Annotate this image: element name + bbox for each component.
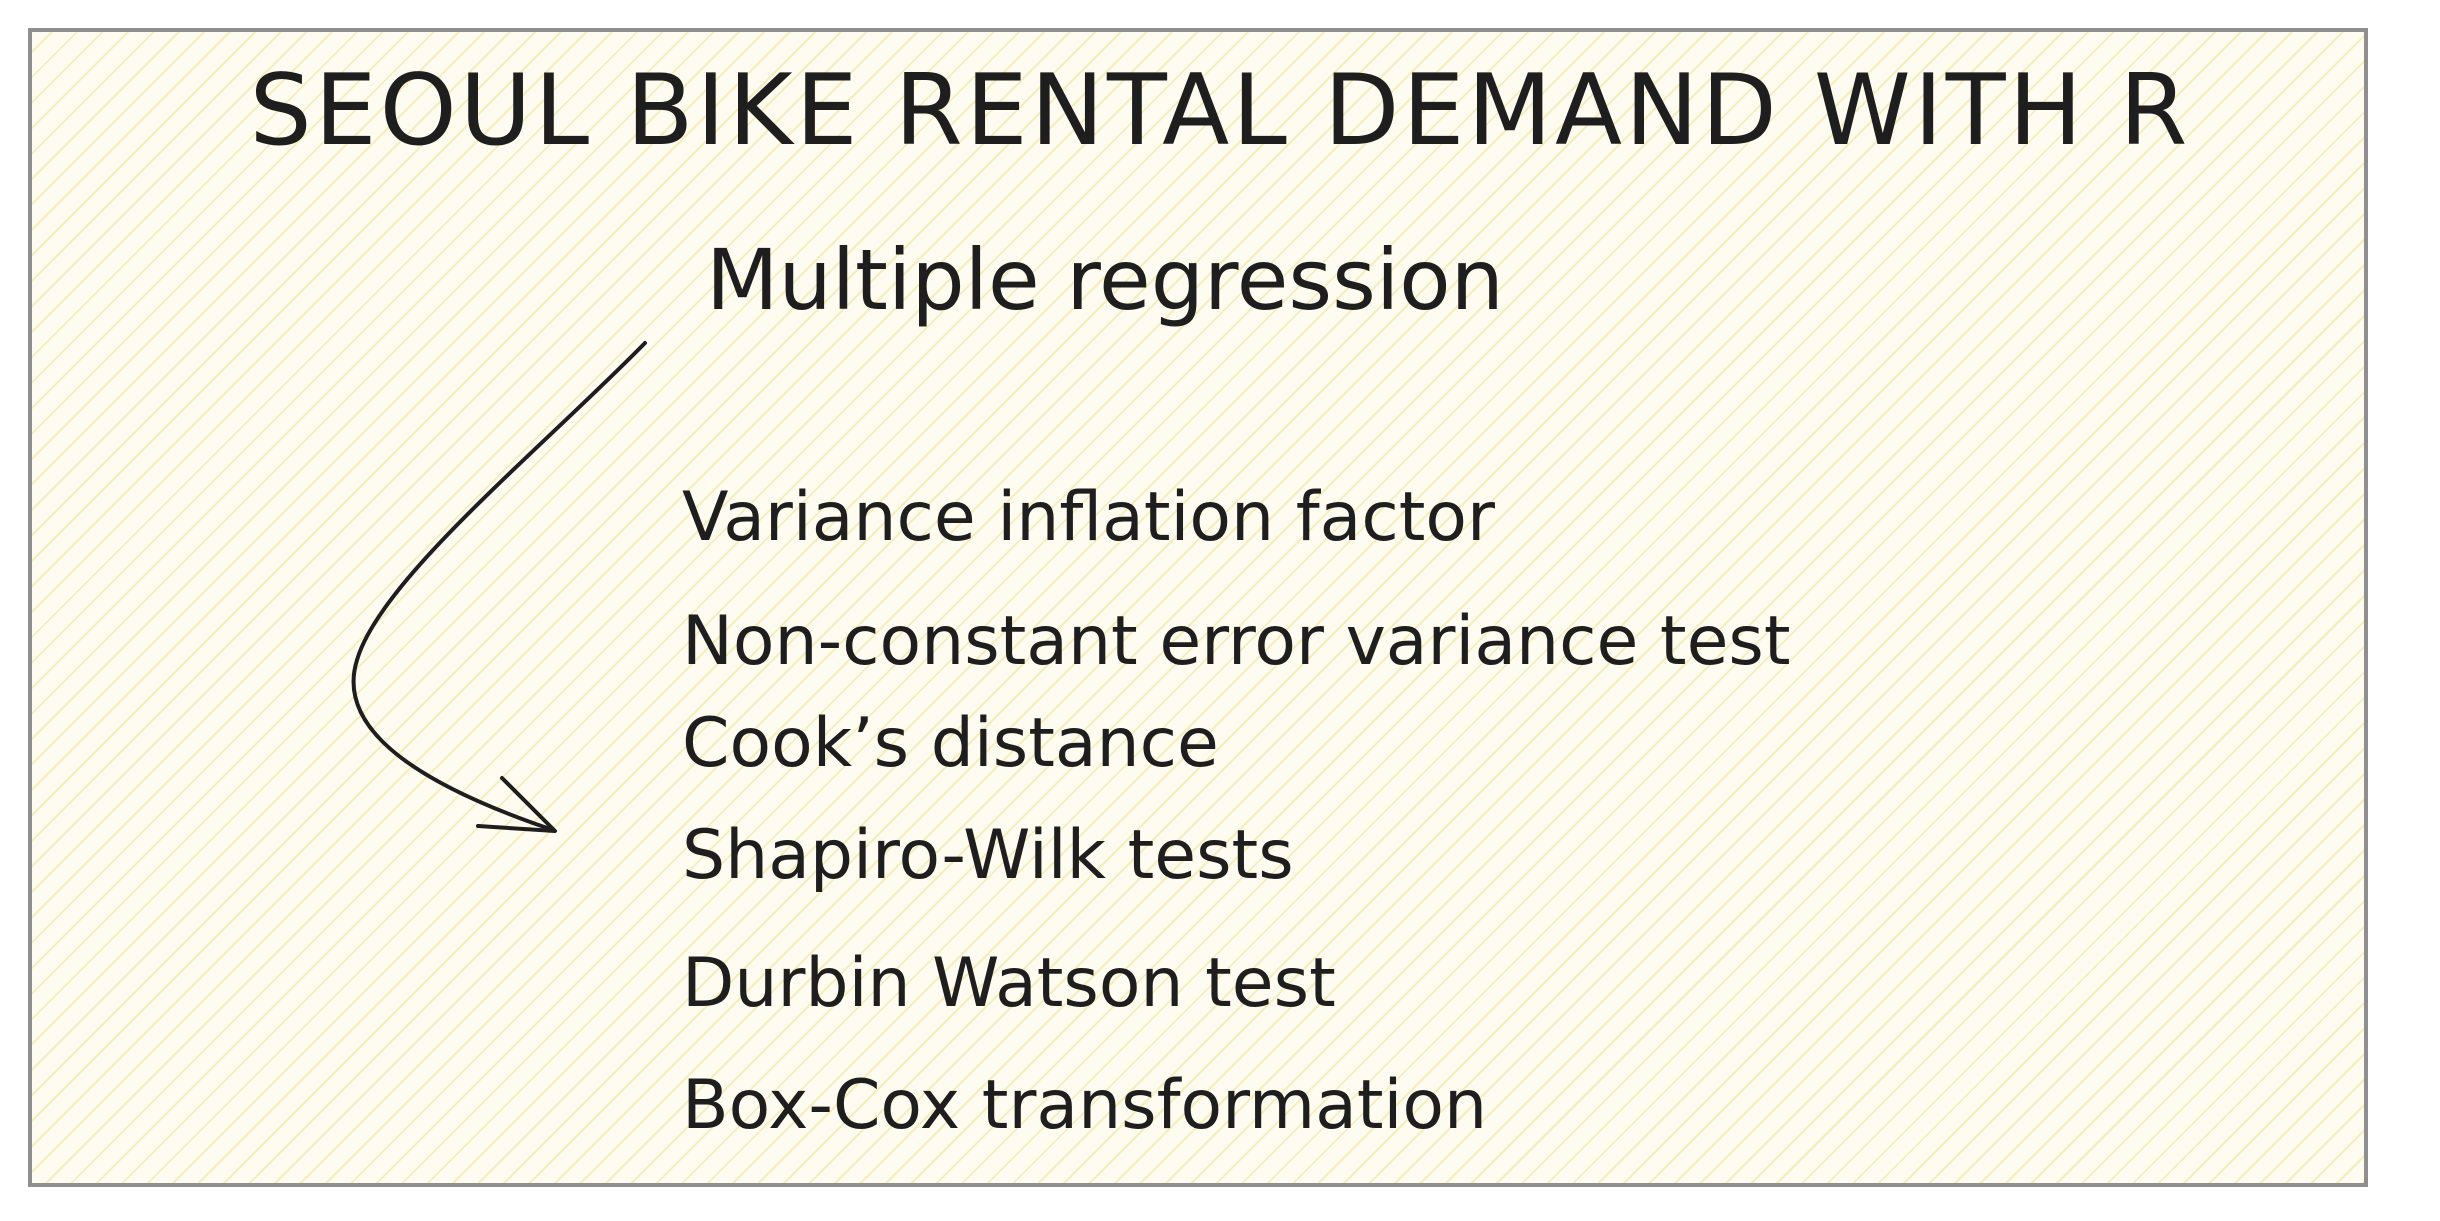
subtitle-multiple-regression: Multiple regression	[706, 231, 1504, 329]
item-cooks-distance: Cook’s distance	[682, 704, 1219, 783]
item-variance-inflation-factor: Variance inflation factor	[682, 478, 1495, 557]
diagram-frame	[28, 28, 2368, 1187]
diagram-title: SEOUL BIKE RENTAL DEMAND WITH R	[249, 54, 2191, 168]
item-shapiro-wilk-tests: Shapiro-Wilk tests	[682, 816, 1294, 895]
item-box-cox-transformation: Box-Cox transformation	[682, 1066, 1488, 1145]
item-non-constant-error-variance-test: Non-constant error variance test	[682, 602, 1791, 681]
item-durbin-watson-test: Durbin Watson test	[682, 944, 1336, 1023]
